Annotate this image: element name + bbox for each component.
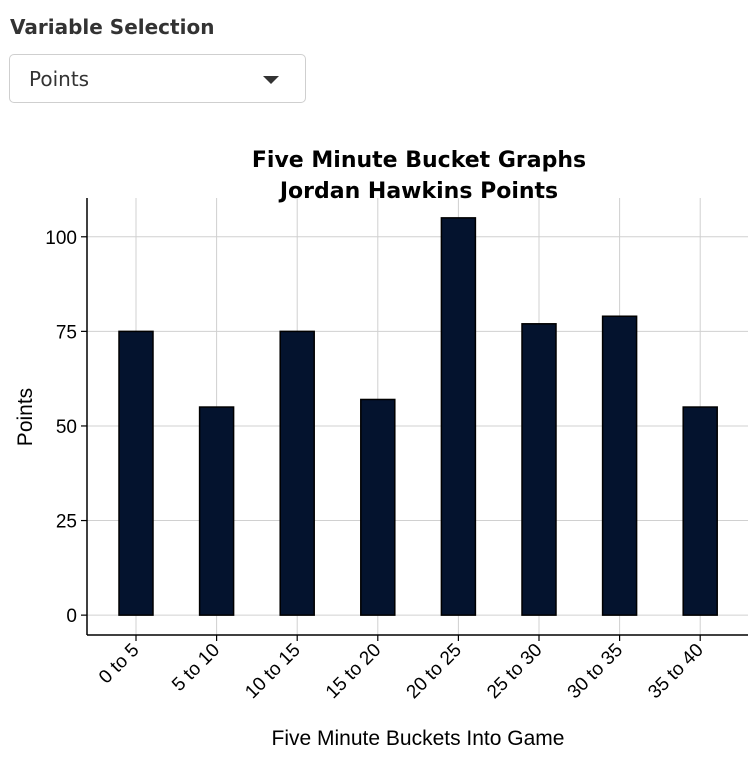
y-tick-label: 50 bbox=[56, 417, 77, 438]
y-axis-label: Points bbox=[14, 388, 37, 446]
x-tick-label: 25 to 30 bbox=[483, 640, 546, 703]
bar bbox=[118, 330, 154, 616]
bar bbox=[440, 217, 477, 616]
chart-title-line-1: Five Minute Bucket Graphs bbox=[252, 148, 586, 173]
x-axis-label: Five Minute Buckets Into Game bbox=[272, 727, 565, 750]
bar bbox=[521, 323, 557, 616]
variable-selection-label: Variable Selection bbox=[10, 15, 215, 39]
x-tick-label: 0 to 5 bbox=[95, 640, 143, 688]
y-tick-label: 0 bbox=[66, 606, 77, 627]
x-tick-label: 20 to 25 bbox=[403, 640, 466, 703]
y-tick-label: 25 bbox=[56, 512, 77, 533]
bar bbox=[360, 398, 396, 616]
variable-select-value: Points bbox=[29, 67, 90, 91]
x-tick-label: 30 to 35 bbox=[564, 640, 627, 703]
grid-layer bbox=[87, 198, 748, 635]
y-tick-label: 75 bbox=[56, 322, 77, 343]
variable-select[interactable]: Points bbox=[9, 54, 306, 103]
x-tick-label: 10 to 15 bbox=[241, 640, 304, 703]
bar bbox=[682, 406, 718, 616]
y-tick-label: 100 bbox=[45, 228, 77, 249]
chevron-down-icon bbox=[263, 76, 279, 84]
bar-layer bbox=[118, 217, 718, 616]
chart-title-line-2: Jordan Hawkins Points bbox=[278, 179, 558, 204]
bar bbox=[279, 330, 315, 616]
x-tick-label: 5 to 10 bbox=[168, 640, 224, 696]
bar bbox=[198, 406, 235, 616]
bar bbox=[601, 315, 638, 616]
x-tick-label: 35 to 40 bbox=[644, 640, 707, 703]
x-tick-label: 15 to 20 bbox=[322, 640, 385, 703]
